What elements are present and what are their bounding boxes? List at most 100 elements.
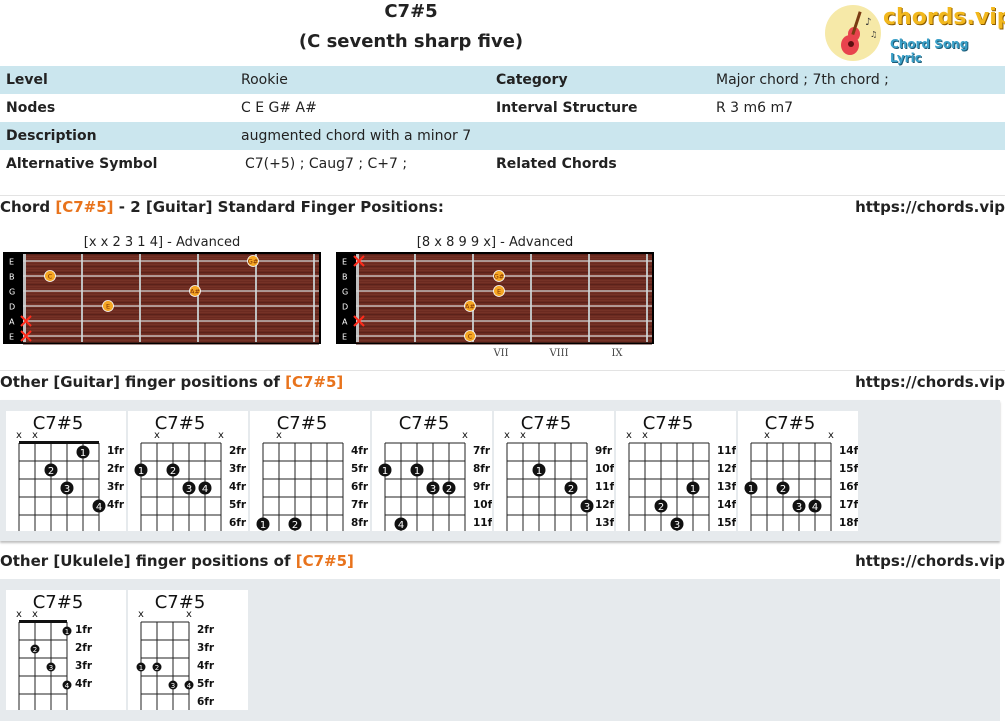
fretboard-caption-1: [x x 2 3 1 4] - Advanced bbox=[83, 235, 241, 250]
note-dot bbox=[44, 270, 56, 282]
guitar-chord-diagram[interactable]: C7#5xx9fr10fr11fr12fr13fr1234 bbox=[494, 411, 620, 549]
wood-grain bbox=[356, 314, 652, 315]
finger-number: 3 bbox=[186, 484, 192, 495]
wood-grain bbox=[23, 308, 319, 309]
ukulele-diagrams-panel: C7#5 x x 1fr 2fr 3fr 4fr 1 2 3 4 C7#5 x x 2fr 3fr 4fr 5fr… bbox=[0, 579, 1000, 721]
guitar-chord-diagram[interactable]: C7#5x7fr8fr9fr10fr11fr11324 bbox=[372, 411, 498, 534]
svg-text:♫: ♫ bbox=[870, 30, 877, 39]
guitar-chord-diagram[interactable]: C7#5 x x 1fr 2fr 3fr 4fr 1 2 3 4 bbox=[6, 411, 126, 534]
wood-grain bbox=[356, 254, 652, 255]
finger-number: 1 bbox=[139, 664, 143, 672]
finger-number: 2 bbox=[568, 484, 574, 495]
diagram-chord-name: C7#5 bbox=[155, 413, 206, 434]
string-name-label: G bbox=[9, 288, 15, 297]
wood-grain bbox=[23, 294, 319, 295]
string-name-label: E bbox=[9, 258, 14, 267]
muted-string-mark: x bbox=[32, 609, 38, 620]
wood-grain bbox=[356, 324, 652, 325]
finger-number: 4 bbox=[96, 502, 102, 513]
wood-grain bbox=[23, 300, 319, 301]
diagram-chord-name: C7#5 bbox=[643, 413, 694, 434]
site-url[interactable]: https://chords.vip bbox=[855, 198, 1005, 216]
fret-number-label: 11fr bbox=[595, 481, 614, 493]
chord-diagram-svg: C7#5x7fr8fr9fr10fr11fr11324 bbox=[378, 413, 498, 534]
wood-grain bbox=[356, 300, 652, 301]
alt-symbol-value[interactable]: C7(+5) ; Caug7 ; C+7 ; bbox=[245, 156, 408, 172]
wood-grain bbox=[23, 262, 319, 263]
wood-grain bbox=[356, 328, 652, 329]
string-name-label: A bbox=[342, 318, 348, 327]
fret-number-label: 16fr bbox=[839, 481, 858, 493]
wood-grain bbox=[356, 312, 652, 313]
finger-number: 2 bbox=[33, 646, 37, 654]
finger-dot bbox=[62, 680, 72, 690]
fret-number-label: 17fr bbox=[839, 499, 858, 511]
fret-number-label: 13fr bbox=[717, 481, 736, 493]
note-label: A# bbox=[465, 303, 475, 311]
nodes-label: Nodes bbox=[6, 100, 56, 116]
wood-grain bbox=[356, 284, 652, 285]
fret-wire bbox=[139, 254, 141, 342]
wood-grain bbox=[356, 338, 652, 339]
muted-string-mark: x bbox=[626, 430, 632, 441]
category-value: Major chord ; 7th chord ; bbox=[716, 72, 889, 88]
finger-dot bbox=[776, 481, 790, 495]
string-name-label: G bbox=[342, 288, 348, 297]
guitar-chord-diagram[interactable]: C7#5 x x 2fr 3fr 4fr 5fr 6fr 1 2 3 4 bbox=[128, 411, 248, 534]
fret-number-label: 14fr bbox=[717, 499, 736, 511]
wood-grain bbox=[23, 266, 319, 267]
section-guitar-positions-title: Other [Guitar] finger positions of [C7#5… bbox=[0, 371, 343, 393]
wood-grain bbox=[23, 272, 319, 273]
fret-number-label: 13fr bbox=[595, 517, 614, 529]
site-url[interactable]: https://chords.vip bbox=[855, 373, 1005, 391]
finger-dot bbox=[744, 481, 758, 495]
fret-number-label: 4fr bbox=[351, 445, 369, 457]
finger-number: 3 bbox=[430, 484, 436, 495]
fret-number-label: 2fr bbox=[107, 463, 125, 475]
section-prefix: Chord bbox=[0, 198, 51, 216]
fret-number-label: 15fr bbox=[717, 517, 736, 529]
guitar-chord-diagram[interactable]: C7#5x4fr5fr6fr7fr8fr1234 bbox=[250, 411, 370, 549]
finger-number: 2 bbox=[48, 466, 54, 477]
fret-number-label: 7fr bbox=[473, 445, 491, 457]
site-url[interactable]: https://chords.vip bbox=[855, 552, 1005, 570]
note-dot bbox=[493, 285, 505, 297]
guitar-chord-diagram[interactable]: C7#5xx11fr12fr13fr14fr15fr1234 bbox=[616, 411, 742, 549]
chord-link[interactable]: [C7#5] bbox=[295, 552, 354, 570]
wood-grain bbox=[356, 286, 652, 287]
fret-position-label: IX bbox=[611, 348, 623, 359]
fret-wire bbox=[588, 254, 590, 342]
diagram-chord-name: C7#5 bbox=[765, 413, 816, 434]
wood-grain bbox=[23, 330, 319, 331]
divider bbox=[0, 370, 1005, 371]
fret-number-label: 4fr bbox=[107, 499, 125, 511]
section-ukulele-positions-title: Other [Ukulele] finger positions of [C7#… bbox=[0, 550, 354, 572]
finger-dot bbox=[44, 463, 58, 477]
finger-dot bbox=[92, 499, 106, 513]
ukulele-chord-diagram[interactable]: C7#5 x x 1fr 2fr 3fr 4fr 1 2 3 4 bbox=[6, 590, 126, 713]
guitar-chord-diagram[interactable]: C7#5xx14fr15fr16fr17fr18fr1234 bbox=[738, 411, 864, 534]
muted-string-mark: x bbox=[462, 430, 468, 441]
info-row-description: Description augmented chord with a minor… bbox=[0, 122, 1005, 150]
wood-grain bbox=[23, 312, 319, 313]
wood-grain bbox=[23, 284, 319, 285]
fret-position-label: VII bbox=[492, 348, 508, 359]
string-name-label: E bbox=[342, 258, 347, 267]
wood-grain bbox=[23, 270, 319, 271]
chord-link[interactable]: [C7#5] bbox=[55, 198, 114, 216]
wood-grain bbox=[356, 310, 652, 311]
chord-link[interactable]: [C7#5] bbox=[285, 373, 344, 391]
site-logo[interactable]: ♪ ♫ chords.vip Chord Song Lyric bbox=[822, 3, 1005, 65]
info-row-level: Level Rookie Category Major chord ; 7th … bbox=[0, 66, 1005, 94]
nut-bar bbox=[19, 441, 99, 444]
string-name-label: B bbox=[9, 273, 15, 282]
ukulele-chord-diagram[interactable]: C7#5 x x 2fr 3fr 4fr 5fr 6fr 1 2 3 4 bbox=[128, 590, 248, 713]
section-standard-positions-title: Chord [C7#5] - 2 [Guitar] Standard Finge… bbox=[0, 196, 444, 218]
wood-grain bbox=[356, 272, 652, 273]
fret-number-label: 3fr bbox=[229, 463, 247, 475]
wood-grain bbox=[356, 258, 652, 259]
string-name-label: D bbox=[9, 303, 15, 312]
